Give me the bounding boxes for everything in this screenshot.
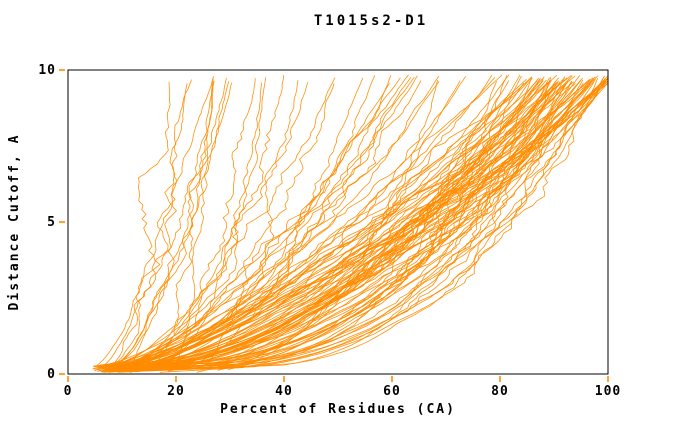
model-curve (101, 77, 227, 370)
model-curve (118, 76, 596, 371)
y-axis-label: Distance Cutoff, A (7, 134, 22, 311)
model-curve (102, 76, 415, 373)
model-curve (105, 81, 171, 370)
model-curve (161, 80, 497, 371)
model-curve (109, 78, 606, 369)
model-curve (135, 83, 592, 373)
model-curve (217, 77, 540, 371)
model-curve (97, 80, 560, 372)
x-tick-label: 100 (595, 384, 621, 399)
model-curve (122, 77, 412, 368)
model-curve (115, 82, 558, 373)
y-tick-label: 5 (47, 215, 56, 230)
model-curve (132, 77, 599, 372)
model-curve (112, 74, 409, 372)
model-curve (112, 77, 568, 373)
model-curve (125, 83, 560, 369)
model-curve (118, 80, 573, 373)
model-curve (117, 82, 525, 368)
curve-group (92, 74, 609, 373)
model-curve (128, 79, 584, 367)
x-tick-label: 80 (491, 384, 509, 399)
model-curve (96, 75, 285, 367)
chart-title: T1015s2-D1 (314, 13, 428, 29)
model-curve (93, 81, 575, 369)
model-curve (101, 81, 527, 373)
model-curve (128, 82, 602, 368)
model-curve (105, 74, 503, 366)
model-curve (102, 74, 572, 373)
model-curve (136, 82, 568, 366)
model-curve (94, 80, 215, 371)
x-axis-label: Percent of Residues (CA) (220, 402, 456, 417)
model-curve (104, 81, 440, 372)
axis-ticks: 0 20 40 60 80 100 0 5 10 (38, 63, 621, 399)
x-tick-label: 60 (383, 384, 401, 399)
y-tick-label: 0 (47, 367, 56, 382)
model-curve (105, 80, 544, 368)
model-curve (101, 74, 521, 366)
model-curve (104, 80, 552, 370)
x-tick-label: 0 (64, 384, 73, 399)
model-curve (92, 77, 609, 367)
model-curve (175, 81, 595, 370)
x-tick-label: 40 (275, 384, 293, 399)
model-curve (92, 76, 566, 370)
model-curve (190, 75, 508, 368)
model-curve (94, 81, 230, 372)
model-curve (98, 79, 192, 371)
plot-frame (67, 69, 609, 375)
model-curve (159, 75, 522, 373)
model-curve (104, 82, 232, 372)
x-tick-label: 20 (167, 384, 185, 399)
model-curve (110, 77, 401, 367)
model-curve (100, 79, 552, 372)
model-curve (167, 80, 609, 372)
model-curve (126, 83, 608, 370)
model-curve (126, 77, 594, 370)
model-curve (126, 83, 188, 371)
model-curve (97, 75, 214, 366)
model-curve (116, 74, 493, 371)
model-curve (97, 75, 440, 367)
model-curve (123, 76, 545, 370)
model-curve (121, 75, 573, 372)
model-curve (125, 82, 567, 371)
model-curve (113, 75, 576, 369)
model-curve (113, 78, 570, 368)
model-curve (169, 78, 214, 371)
model-curve (121, 80, 608, 366)
y-tick-label: 10 (38, 63, 56, 78)
model-curve (122, 78, 608, 372)
model-curve (103, 81, 549, 368)
